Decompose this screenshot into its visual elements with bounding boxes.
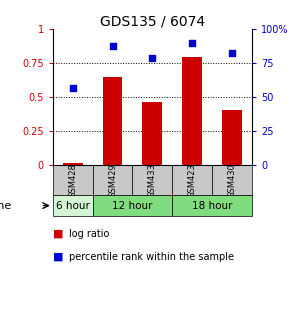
Text: GSM430: GSM430 — [228, 163, 236, 198]
Bar — [172, 196, 252, 216]
Text: 12 hour: 12 hour — [112, 201, 153, 211]
Text: time: time — [0, 201, 12, 211]
Text: 6 hour: 6 hour — [56, 201, 90, 211]
Bar — [132, 165, 172, 196]
Bar — [93, 165, 132, 196]
Bar — [172, 165, 212, 196]
Title: GDS135 / 6074: GDS135 / 6074 — [100, 14, 205, 28]
Bar — [142, 102, 162, 165]
Bar — [103, 77, 122, 165]
Point — [150, 55, 155, 60]
Point — [230, 50, 234, 55]
Text: log ratio: log ratio — [69, 229, 109, 239]
Text: ■: ■ — [53, 252, 63, 262]
Text: GSM428: GSM428 — [68, 163, 77, 198]
Text: percentile rank within the sample: percentile rank within the sample — [69, 252, 234, 262]
Bar — [53, 196, 93, 216]
Text: GSM433: GSM433 — [148, 163, 157, 198]
Bar — [93, 196, 172, 216]
Point — [70, 85, 75, 91]
Bar — [212, 165, 252, 196]
Text: ■: ■ — [53, 229, 63, 239]
Bar — [53, 165, 93, 196]
Text: GSM429: GSM429 — [108, 163, 117, 198]
Text: 18 hour: 18 hour — [192, 201, 232, 211]
Text: GSM423: GSM423 — [188, 163, 197, 198]
Bar — [182, 57, 202, 165]
Point — [110, 43, 115, 48]
Bar — [222, 110, 242, 165]
Point — [190, 41, 195, 46]
Bar — [63, 163, 83, 165]
